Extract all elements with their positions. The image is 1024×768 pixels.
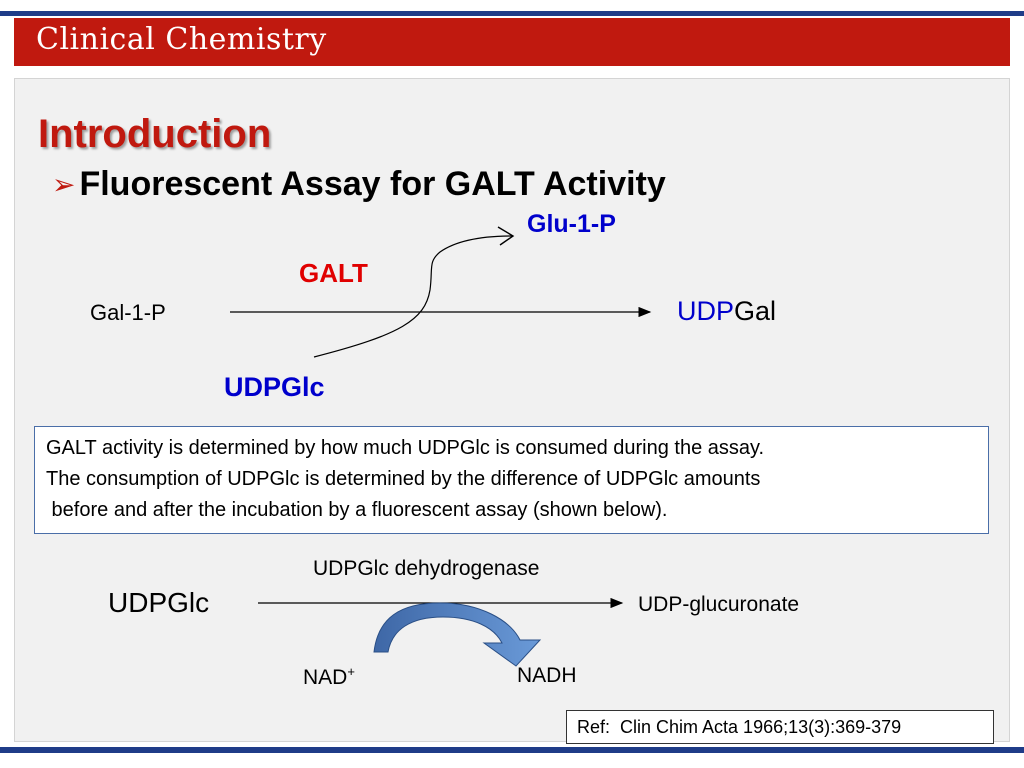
reaction1-side-arrow [313, 235, 513, 358]
reaction1-enzyme: GALT [299, 258, 368, 288]
bullet-item: ➢ Fluorescent Assay for GALT Activity [52, 165, 666, 204]
reaction2-enzyme: UDPGlc dehydrogenase [313, 557, 540, 580]
top-accent-line [0, 11, 1024, 16]
cofactor-in-label: NAD [303, 666, 348, 689]
reaction1-cosubstrate: UDPGlc [224, 372, 325, 402]
journal-title: Clinical Chemistry [36, 22, 327, 57]
cofactor-in: NAD+ [303, 664, 355, 690]
reaction1-substrate: Gal-1-P [90, 300, 166, 325]
reaction1-product-suffix: Gal [734, 296, 777, 326]
arrow-bullet-icon: ➢ [52, 169, 76, 200]
reference-box: Ref: Clin Chim Acta 1966;13(3):369-379 [566, 710, 994, 744]
reaction2-product: UDP-glucuronate [638, 593, 800, 616]
bullet-text: Fluorescent Assay for GALT Activity [79, 165, 666, 203]
reaction1-coproduct: Glu-1-P [527, 210, 616, 238]
explanation-box: GALT activity is determined by how much … [34, 426, 989, 534]
reaction1-product-prefix: UDP [677, 296, 735, 326]
cofactor-arc-arrow [373, 602, 542, 667]
cofactor-out: NADH [517, 664, 577, 687]
reaction2-substrate: UDPGlc [108, 587, 210, 618]
reaction1-side-arrowhead [497, 226, 515, 246]
note-line: The consumption of UDPGlc is determined … [46, 468, 761, 490]
header-bar: Clinical Chemistry [14, 18, 1010, 66]
note-line: GALT activity is determined by how much … [46, 437, 765, 459]
slide-heading: Introduction [38, 112, 272, 156]
reaction1-product: UDPGal [677, 296, 776, 327]
note-line: before and after the incubation by a flu… [46, 499, 668, 521]
cofactor-in-charge: + [347, 664, 355, 679]
bottom-accent-line [0, 747, 1024, 753]
